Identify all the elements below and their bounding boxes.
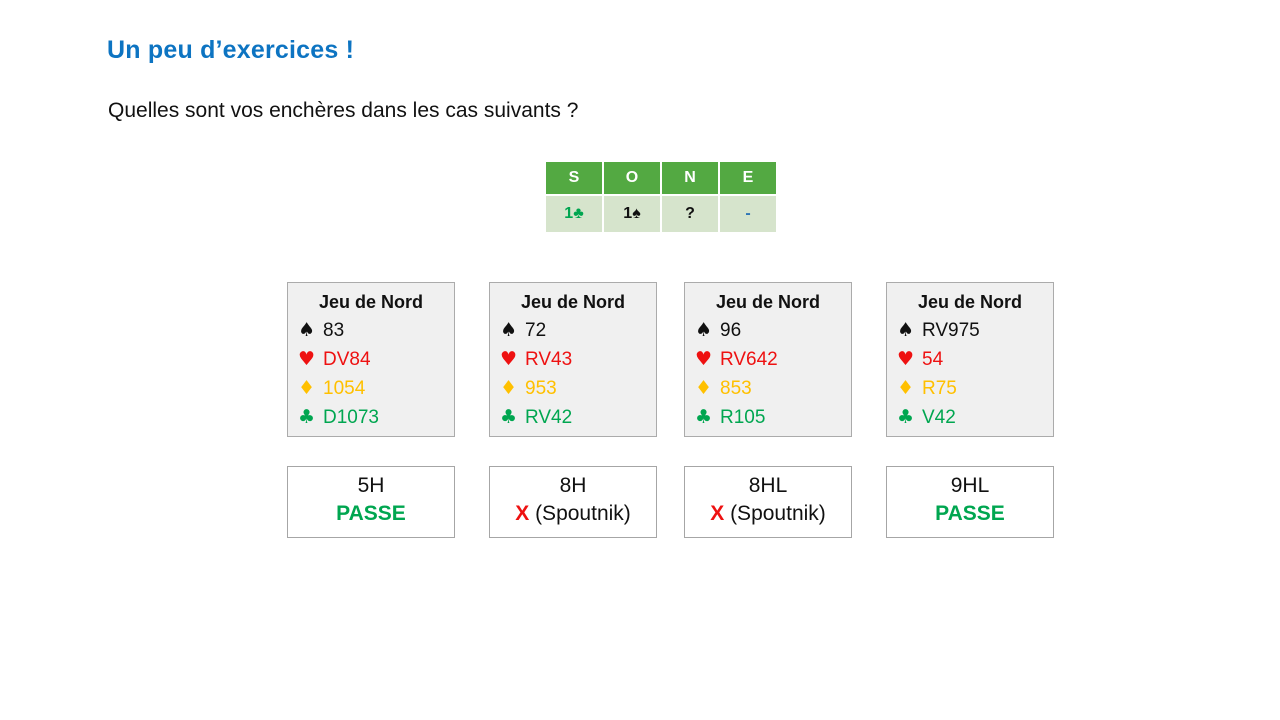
answer-bid: PASSE [288, 502, 454, 526]
hand-box-2: Jeu de Nord ♠ 72 ♥ RV43 ♦ 953 ♣ RV42 [489, 282, 657, 437]
hearts-line: ♥ DV84 [288, 345, 454, 374]
page-title: Un peu d’exercices ! [107, 36, 355, 64]
diamonds-cards: 953 [525, 378, 557, 399]
answer-bid-highlight: X [515, 502, 530, 525]
answer-bid: X (Spoutnik) [685, 502, 851, 526]
heart-icon: ♥ [897, 348, 915, 370]
bid-west: 1♠ [604, 196, 660, 232]
clubs-cards: V42 [922, 407, 956, 428]
diamond-icon: ♦ [897, 377, 915, 399]
answer-box-1: 5H PASSE [287, 466, 455, 538]
spade-icon: ♠ [695, 319, 713, 341]
diamond-icon: ♦ [500, 377, 518, 399]
hearts-cards: DV84 [323, 349, 371, 370]
club-icon: ♣ [695, 406, 713, 428]
hearts-line: ♥ RV642 [685, 345, 851, 374]
bid-east: - [720, 196, 776, 232]
answer-bid-note: (Spoutnik) [724, 502, 826, 525]
clubs-line: ♣ D1073 [288, 403, 454, 432]
club-icon: ♣ [897, 406, 915, 428]
heart-icon: ♥ [298, 348, 316, 370]
hand-box-1: Jeu de Nord ♠ 83 ♥ DV84 ♦ 1054 ♣ D1073 [287, 282, 455, 437]
bidding-header-east: E [720, 162, 776, 194]
bidding-header-west: O [604, 162, 660, 194]
hand-title: Jeu de Nord [318, 292, 424, 312]
answer-bid-highlight: X [710, 502, 725, 525]
answer-bid-highlight: PASSE [935, 502, 1005, 525]
hand-box-3: Jeu de Nord ♠ 96 ♥ RV642 ♦ 853 ♣ R105 [684, 282, 852, 437]
answer-box-2: 8H X (Spoutnik) [489, 466, 657, 538]
spades-line: ♠ 72 [490, 316, 656, 345]
bidding-header-north: N [662, 162, 718, 194]
diamonds-cards: 1054 [323, 378, 366, 399]
diamonds-line: ♦ R75 [887, 374, 1053, 403]
bidding-table: S O N E 1♣ 1♠ ? - [546, 162, 776, 232]
answer-points: 8H [559, 474, 587, 497]
spades-line: ♠ RV975 [887, 316, 1053, 345]
hand-title: Jeu de Nord [520, 292, 626, 312]
hearts-cards: RV43 [525, 349, 573, 370]
diamond-icon: ♦ [298, 377, 316, 399]
hearts-line: ♥ RV43 [490, 345, 656, 374]
clubs-line: ♣ V42 [887, 403, 1053, 432]
spades-cards: 72 [525, 320, 547, 341]
club-icon: ♣ [500, 406, 518, 428]
answer-bid: X (Spoutnik) [490, 502, 656, 526]
hand-box-4: Jeu de Nord ♠ RV975 ♥ 54 ♦ R75 ♣ V42 [886, 282, 1054, 437]
answer-bid: PASSE [887, 502, 1053, 526]
spades-line: ♠ 83 [288, 316, 454, 345]
diamonds-line: ♦ 953 [490, 374, 656, 403]
club-icon: ♣ [298, 406, 316, 428]
spades-line: ♠ 96 [685, 316, 851, 345]
hand-title: Jeu de Nord [715, 292, 821, 312]
clubs-cards: RV42 [525, 407, 573, 428]
answer-bid-note: (Spoutnik) [529, 502, 631, 525]
clubs-cards: D1073 [323, 407, 379, 428]
answer-points: 9HL [950, 474, 990, 497]
bid-north: ? [662, 196, 718, 232]
heart-icon: ♥ [695, 348, 713, 370]
diamonds-cards: 853 [720, 378, 752, 399]
spade-icon: ♠ [298, 319, 316, 341]
diamond-icon: ♦ [695, 377, 713, 399]
answer-box-4: 9HL PASSE [886, 466, 1054, 538]
heart-icon: ♥ [500, 348, 518, 370]
hearts-cards: RV642 [720, 349, 778, 370]
clubs-cards: R105 [720, 407, 766, 428]
hand-title: Jeu de Nord [917, 292, 1023, 312]
clubs-line: ♣ R105 [685, 403, 851, 432]
spade-icon: ♠ [897, 319, 915, 341]
hearts-cards: 54 [922, 349, 944, 370]
clubs-line: ♣ RV42 [490, 403, 656, 432]
question-text: Quelles sont vos enchères dans les cas s… [108, 99, 579, 122]
diamonds-cards: R75 [922, 378, 957, 399]
hearts-line: ♥ 54 [887, 345, 1053, 374]
diamonds-line: ♦ 853 [685, 374, 851, 403]
spade-icon: ♠ [500, 319, 518, 341]
answer-bid-highlight: PASSE [336, 502, 406, 525]
spades-cards: RV975 [922, 320, 980, 341]
spades-cards: 96 [720, 320, 742, 341]
answer-box-3: 8HL X (Spoutnik) [684, 466, 852, 538]
bidding-header-south: S [546, 162, 602, 194]
bid-south: 1♣ [546, 196, 602, 232]
answer-points: 5H [357, 474, 385, 497]
diamonds-line: ♦ 1054 [288, 374, 454, 403]
spades-cards: 83 [323, 320, 345, 341]
answer-points: 8HL [748, 474, 788, 497]
